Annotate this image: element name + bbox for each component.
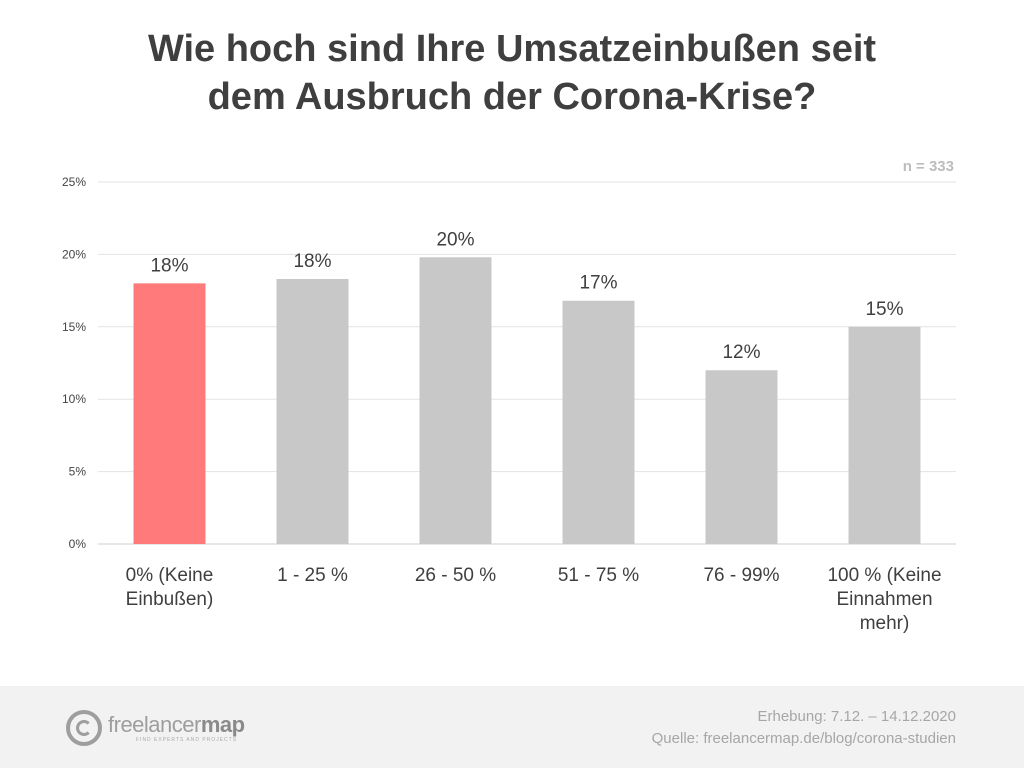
- bar: [419, 257, 492, 544]
- x-tick-label: 76 - 99%: [703, 565, 779, 586]
- data-label: 18%: [150, 255, 188, 276]
- logo-word-light: freelancer: [108, 711, 201, 737]
- y-tick-label: 20%: [62, 247, 86, 261]
- logo-mark-icon: [66, 710, 102, 746]
- source-link-text: Quelle: freelancermap.de/blog/corona-stu…: [651, 730, 956, 747]
- y-tick-label: 0%: [69, 537, 87, 551]
- data-label: 17%: [579, 273, 617, 294]
- bar: [276, 279, 349, 544]
- logo-tagline: FIND EXPERTS AND PROJECTS: [136, 736, 238, 743]
- y-tick-label: 25%: [62, 175, 86, 189]
- x-tick-label: mehr): [860, 613, 910, 634]
- y-tick-label: 10%: [62, 392, 86, 406]
- bar: [848, 326, 921, 544]
- source-block: Erhebung: 7.12. – 14.12.2020 Quelle: fre…: [652, 706, 956, 750]
- chart-title-line-1: Wie hoch sind Ihre Umsatzeinbußen seit: [147, 28, 877, 70]
- y-tick-label: 5%: [69, 465, 87, 479]
- data-label: 20%: [436, 229, 474, 250]
- logo-word-bold: map: [200, 711, 245, 737]
- sample-size-label: n = 333: [902, 158, 954, 175]
- survey-period: Erhebung: 7.12. – 14.12.2020: [757, 708, 956, 725]
- x-tick-label: 100 % (Keine: [827, 565, 941, 586]
- bar: [562, 300, 635, 544]
- bar: [705, 370, 778, 544]
- x-tick-label: 1 - 25 %: [277, 565, 348, 586]
- x-tick-label: Einnahmen: [836, 589, 932, 610]
- chart-title-line-2: dem Ausbruch der Corona-Krise?: [207, 76, 817, 118]
- data-label: 12%: [722, 342, 760, 363]
- bar: [133, 283, 206, 544]
- x-tick-label: 26 - 50 %: [415, 565, 496, 586]
- data-label: 18%: [293, 251, 331, 272]
- x-tick-label: 51 - 75 %: [558, 565, 639, 586]
- x-tick-label: Einbußen): [126, 589, 214, 610]
- y-tick-label: 15%: [62, 320, 86, 334]
- footer: freelancermap FIND EXPERTS AND PROJECTS …: [0, 686, 1024, 768]
- x-tick-label: 0% (Keine: [126, 565, 214, 586]
- data-label: 15%: [865, 299, 903, 320]
- freelancermap-logo: freelancermap FIND EXPERTS AND PROJECTS: [66, 708, 245, 748]
